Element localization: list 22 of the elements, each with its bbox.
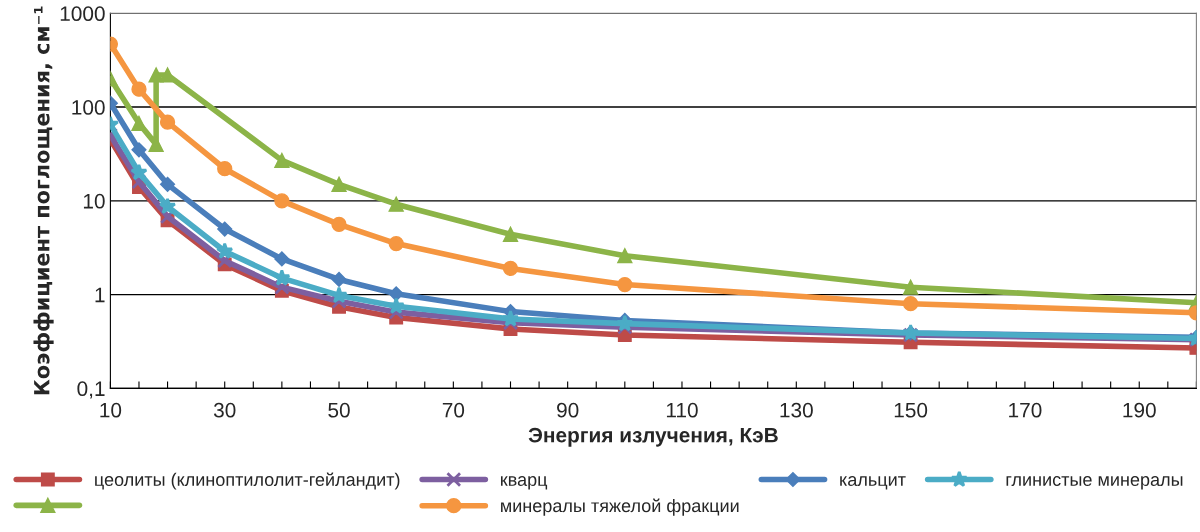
legend-label: кальцит [840,476,906,490]
y-tick-label: 1000 [60,6,105,22]
legend-label: цеолиты (клиноптилолит-гейландит) [95,472,400,490]
x-tick-label: 10 [100,402,122,418]
x-tick-label: 50 [328,402,350,418]
y-tick-label: 1 [95,287,105,303]
y-tick-label: 10 [83,193,105,209]
legend-label: минералы тяжелой фракции [501,498,739,516]
x-tick-label: 110 [666,402,698,418]
legend-label: глинистые минералы [1006,476,1183,490]
x-tick-label: 90 [557,402,579,418]
x-tick-label: 170 [1009,402,1042,418]
x-tick-label: 130 [780,402,813,418]
y-tick-label: 100 [72,100,105,115]
legend-label: кварц [501,476,548,490]
y-axis-title: Коэффициент поглощения, см⁻¹ [33,6,54,395]
x-tick-label: 30 [213,402,236,418]
x-tick-label: 150 [894,402,928,418]
x-axis-title: Энергия излучения, КэВ [528,427,778,447]
y-tick-label: 0,1 [77,381,105,399]
x-tick-label: 70 [442,402,465,418]
x-tick-label: 190 [1123,402,1156,418]
